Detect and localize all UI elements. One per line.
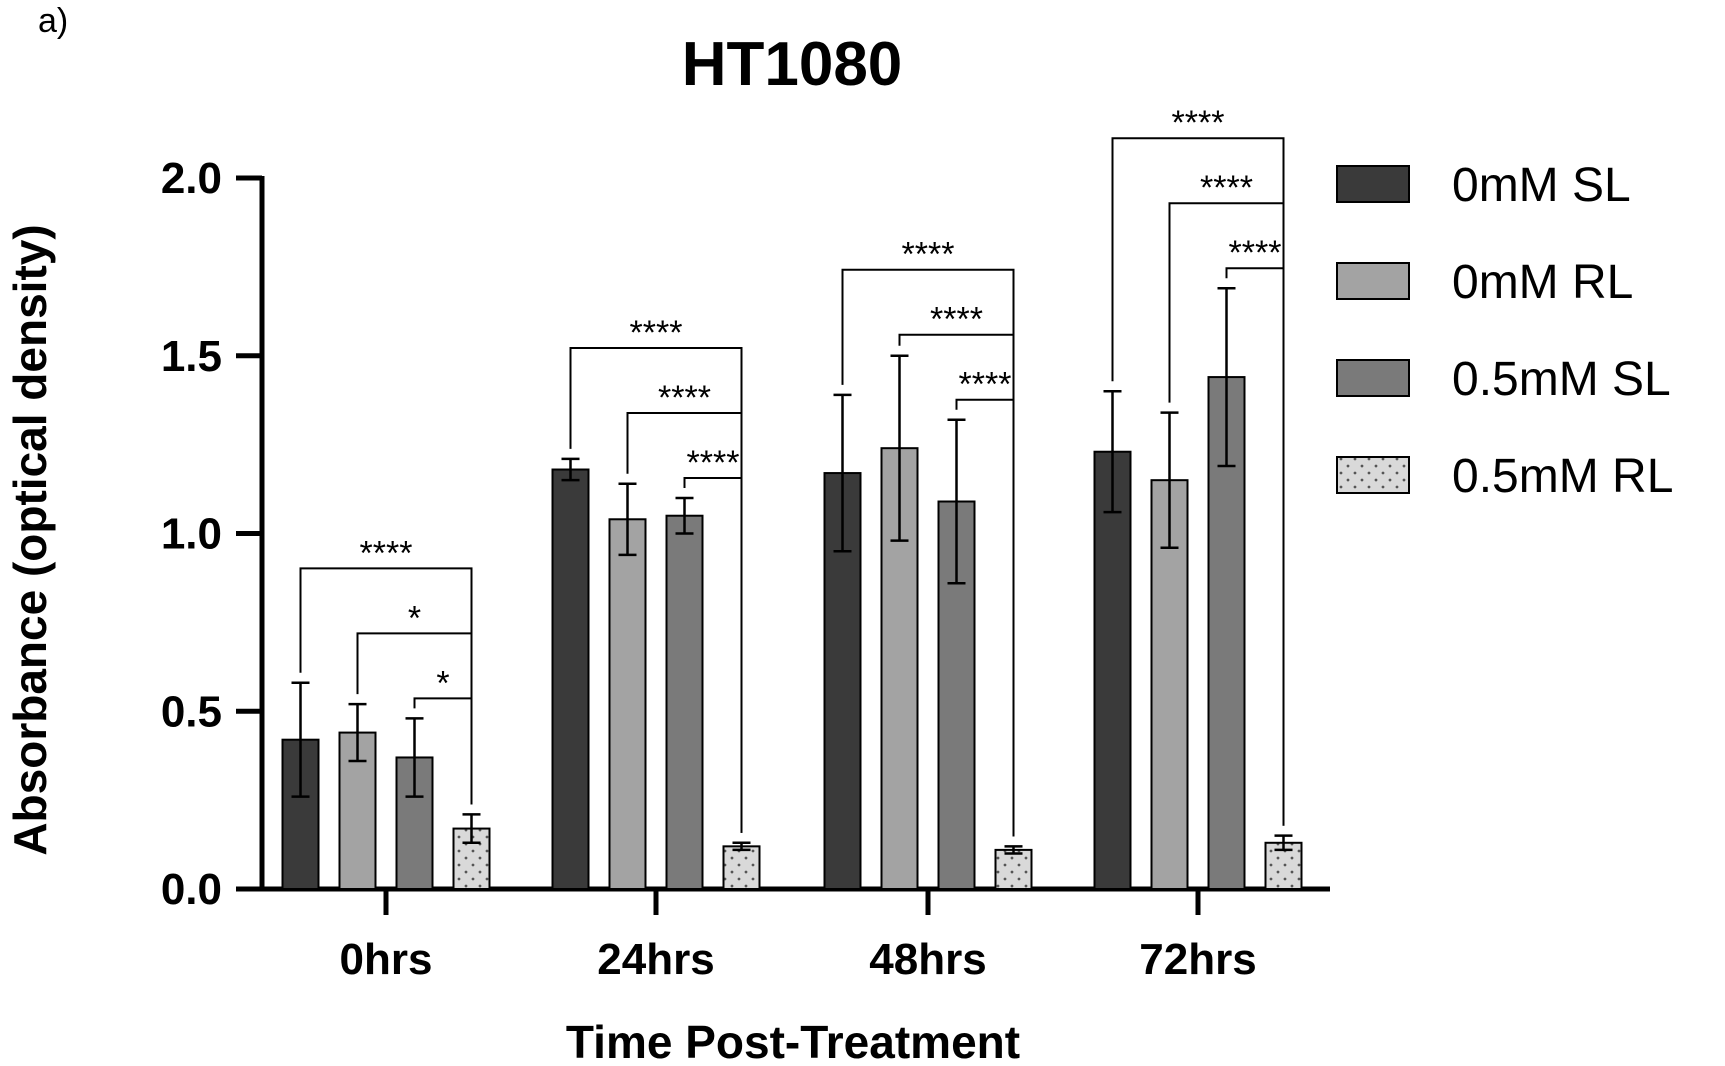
significance-bracket bbox=[841, 268, 1015, 837]
legend-swatch bbox=[1336, 456, 1410, 494]
significance-brackets: ****************************** **********… bbox=[299, 104, 1285, 837]
bar bbox=[1093, 450, 1132, 890]
significance-label: * bbox=[408, 599, 421, 637]
legend-swatch bbox=[1336, 165, 1410, 203]
chart-title: HT1080 bbox=[682, 30, 903, 99]
significance-bracket bbox=[299, 567, 473, 805]
significance-label: **** bbox=[658, 379, 711, 417]
bar bbox=[722, 845, 761, 891]
significance-label: **** bbox=[1172, 104, 1225, 142]
significance-label: **** bbox=[1200, 169, 1253, 207]
x-axis-label: Time Post-Treatment bbox=[566, 1016, 1020, 1066]
significance-label: * bbox=[436, 664, 449, 702]
legend-label: 0mM SL bbox=[1452, 159, 1631, 212]
bar bbox=[608, 518, 647, 891]
y-tick-label: 0.0 bbox=[161, 865, 222, 914]
significance-bracket bbox=[1111, 137, 1285, 826]
x-tick-label: 48hrs bbox=[869, 935, 986, 984]
significance-label: **** bbox=[360, 534, 413, 572]
legend-swatch bbox=[1336, 262, 1410, 300]
x-tick-label: 24hrs bbox=[597, 935, 714, 984]
legend-label: 0mM RL bbox=[1452, 256, 1633, 309]
significance-label: **** bbox=[902, 236, 955, 274]
axes: 0.0 0.5 1.0 1.5 2.0 0hrs 24hrs 48hrs 72hrs bbox=[161, 154, 1330, 984]
significance-label: **** bbox=[687, 444, 740, 482]
significance-label: **** bbox=[1229, 234, 1282, 272]
bars-group bbox=[281, 286, 1303, 891]
legend-label: 0.5mM SL bbox=[1452, 353, 1671, 406]
y-axis-label: Absorbance (optical density) bbox=[4, 224, 56, 855]
legend-label: 0.5mM RL bbox=[1452, 450, 1673, 503]
significance-bracket bbox=[569, 346, 743, 833]
x-tick-label: 0hrs bbox=[340, 935, 433, 984]
y-tick-label: 0.5 bbox=[161, 687, 222, 736]
legend: 0mM SL 0mM RL 0.5mM SL 0.5mM RL bbox=[1336, 159, 1673, 503]
y-tick-label: 2.0 bbox=[161, 154, 222, 203]
significance-label: **** bbox=[959, 366, 1012, 404]
significance-label: **** bbox=[630, 314, 683, 352]
y-tick-label: 1.5 bbox=[161, 332, 222, 381]
bar bbox=[551, 468, 590, 890]
legend-swatch bbox=[1336, 359, 1410, 397]
x-tick-label: 72hrs bbox=[1139, 935, 1256, 984]
y-tick-label: 1.0 bbox=[161, 510, 222, 559]
panel-label: a) bbox=[38, 2, 68, 40]
bar bbox=[665, 514, 704, 890]
significance-label: **** bbox=[930, 301, 983, 339]
bar bbox=[994, 848, 1033, 891]
